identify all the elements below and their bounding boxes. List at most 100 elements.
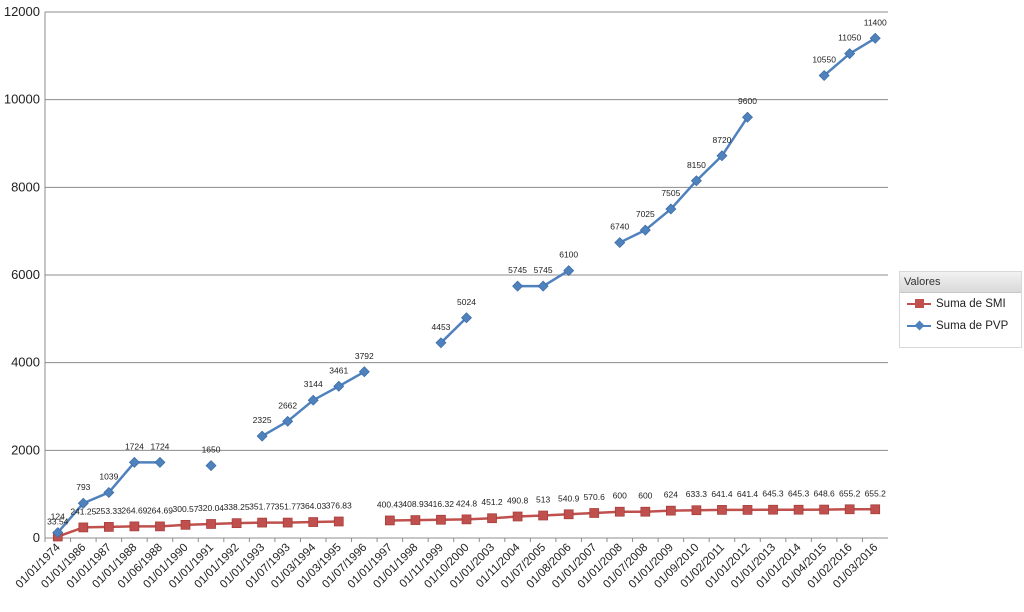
data-point <box>487 513 497 524</box>
data-label: 6100 <box>559 250 578 260</box>
data-point <box>666 505 676 516</box>
legend: Valores Suma de SMI Suma de PVP <box>899 271 1022 348</box>
legend-item-pvp[interactable]: Suma de PVP <box>900 315 1021 337</box>
data-label: 1724 <box>150 441 169 451</box>
data-label: 364.03 <box>300 501 326 511</box>
data-label: 641.4 <box>711 489 733 499</box>
data-label: 10550 <box>812 55 836 65</box>
data-point <box>154 456 166 468</box>
data-label: 641.4 <box>737 489 759 499</box>
data-label: 7025 <box>636 209 655 219</box>
data-label: 8150 <box>687 160 706 170</box>
data-point <box>614 237 626 249</box>
square-marker-icon <box>915 299 924 308</box>
data-point <box>537 280 549 292</box>
data-point <box>640 506 651 517</box>
data-point <box>869 32 881 44</box>
data-point <box>333 380 345 392</box>
data-point <box>52 527 64 539</box>
data-point <box>206 519 216 529</box>
y-tick-label: 2000 <box>11 442 40 457</box>
data-label: 633.3 <box>686 489 708 499</box>
data-point <box>742 111 753 123</box>
data-label: 8720 <box>712 135 731 145</box>
data-point <box>307 394 319 406</box>
data-label: 3792 <box>355 351 374 361</box>
data-label: 9600 <box>738 96 757 106</box>
data-point <box>358 366 370 378</box>
series-line <box>57 520 339 538</box>
data-point <box>78 522 89 533</box>
legend-label-smi: Suma de SMI <box>936 298 1006 310</box>
data-point <box>435 337 447 349</box>
legend-label-pvp: Suma de PVP <box>936 320 1009 332</box>
series-pvp <box>52 32 881 539</box>
data-point <box>155 521 165 532</box>
data-label: 624 <box>664 490 678 500</box>
data-label: 253.33 <box>96 506 122 516</box>
data-label: 33.54 <box>47 517 69 527</box>
data-point <box>512 280 524 292</box>
diamond-marker-icon <box>914 320 925 331</box>
data-label: 241.25 <box>70 506 96 516</box>
y-tick-label: 12000 <box>4 4 40 19</box>
gridlines <box>45 11 888 451</box>
data-label: 264.69 <box>121 505 147 515</box>
data-label: 376.83 <box>326 500 352 510</box>
data-point <box>333 516 344 527</box>
data-point <box>768 504 778 515</box>
data-point <box>818 70 830 82</box>
y-tick-label: 8000 <box>11 179 40 194</box>
y-tick-label: 6000 <box>11 267 40 282</box>
data-point <box>385 515 395 526</box>
data-point <box>717 505 727 515</box>
data-point <box>256 430 268 442</box>
data-point <box>563 265 575 277</box>
data-label: 1724 <box>125 441 144 451</box>
data-label: 570.6 <box>584 492 606 502</box>
data-point <box>665 203 677 215</box>
series-line <box>619 116 749 244</box>
data-label: 540.9 <box>558 493 580 503</box>
data-label: 5024 <box>457 297 476 307</box>
data-label: 3461 <box>329 365 348 375</box>
data-point <box>870 504 881 515</box>
data-label: 2325 <box>253 415 272 425</box>
data-label: 424.8 <box>456 498 478 508</box>
data-label: 513 <box>536 495 550 505</box>
data-label: 124 <box>51 512 65 522</box>
data-point <box>436 514 446 525</box>
data-point <box>282 517 293 528</box>
data-point <box>461 312 472 324</box>
data-label: 416.32 <box>428 499 454 509</box>
data-point <box>512 511 523 522</box>
data-label: 5745 <box>508 265 527 275</box>
data-label: 400.43 <box>377 499 403 509</box>
data-point <box>103 486 115 498</box>
data-point <box>205 460 217 472</box>
data-label: 11400 <box>864 17 887 27</box>
data-point <box>742 505 753 515</box>
data-label: 655.2 <box>839 488 861 498</box>
data-point <box>691 505 702 516</box>
data-label: 11050 <box>838 33 861 43</box>
series-line <box>440 316 468 344</box>
data-label: 655.2 <box>865 488 887 498</box>
data-point <box>844 48 856 60</box>
data-point <box>461 514 472 525</box>
data-point <box>614 506 625 517</box>
data-label: 5745 <box>534 265 553 275</box>
data-label: 6740 <box>610 222 629 232</box>
data-label: 1039 <box>99 471 118 481</box>
data-label: 1650 <box>202 445 221 455</box>
data-point <box>844 504 855 515</box>
data-point <box>538 510 548 521</box>
data-label: 320.04 <box>198 503 224 513</box>
series-layer <box>52 32 881 542</box>
legend-item-smi[interactable]: Suma de SMI <box>900 293 1021 315</box>
x-tick-labels: 01/01/197401/01/198601/01/198701/01/1988… <box>14 538 880 591</box>
y-tick-labels: 0 2000 4000 6000 8000 10000 12000 <box>4 4 40 545</box>
data-label: 351.77 <box>275 502 301 512</box>
